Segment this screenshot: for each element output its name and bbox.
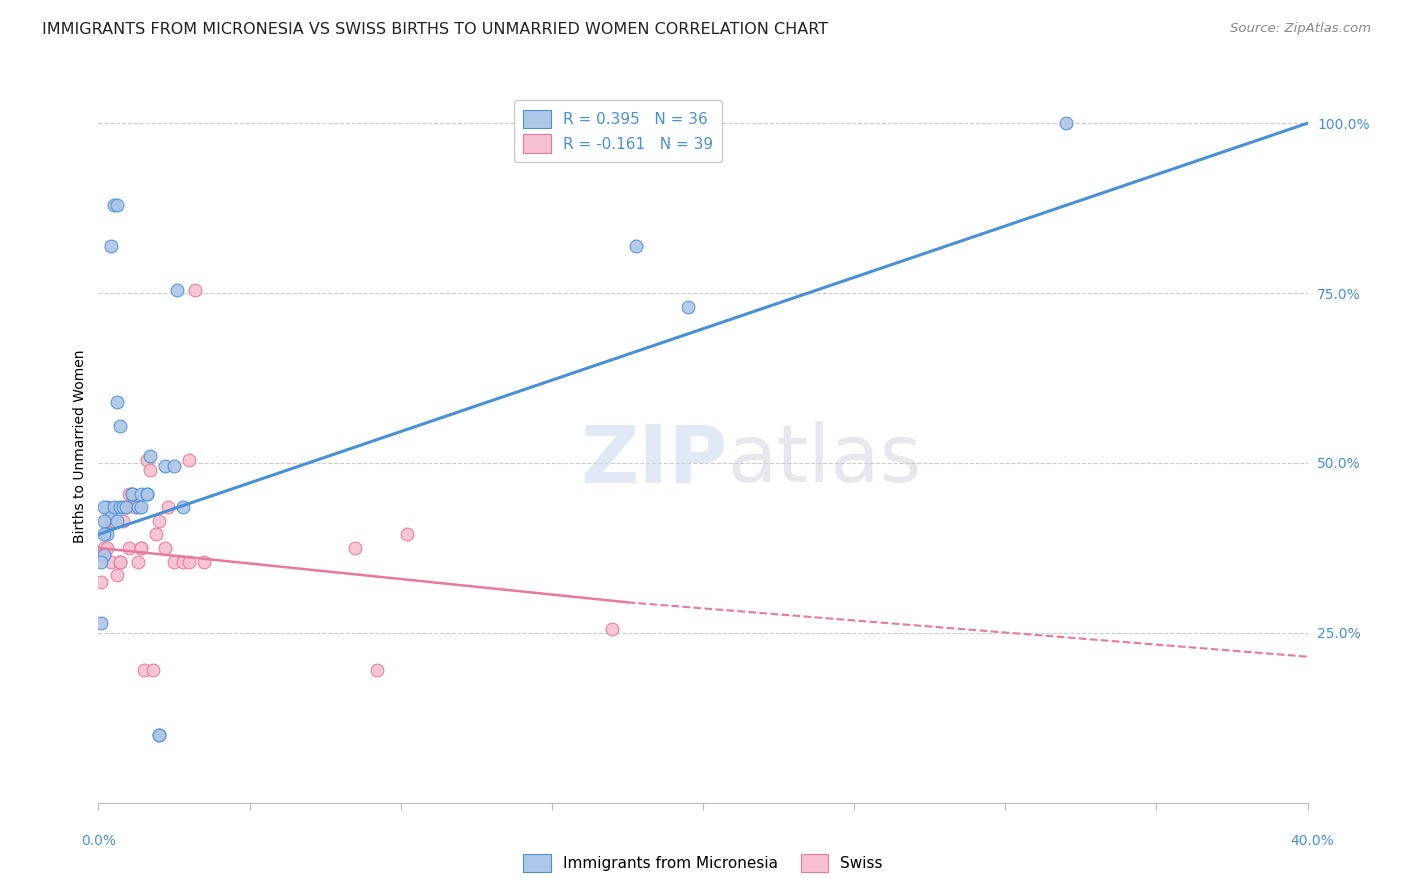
Point — [103, 500, 125, 515]
Point — [105, 514, 128, 528]
Point — [93, 500, 115, 515]
Point — [135, 486, 157, 500]
Point — [129, 541, 152, 555]
Point — [139, 463, 162, 477]
Point — [103, 198, 125, 212]
Point — [100, 555, 122, 569]
Point — [366, 663, 388, 677]
Point — [96, 514, 118, 528]
Text: 0.0%: 0.0% — [82, 834, 115, 848]
Point — [148, 728, 170, 742]
Point — [135, 486, 157, 500]
Text: Source: ZipAtlas.com: Source: ZipAtlas.com — [1230, 22, 1371, 36]
Point — [93, 527, 115, 541]
Point — [114, 500, 136, 515]
Point — [148, 514, 170, 528]
Point — [1054, 116, 1077, 130]
Point — [153, 541, 176, 555]
Point — [121, 486, 143, 500]
Point — [179, 555, 201, 569]
Point — [90, 574, 112, 589]
Point — [163, 459, 186, 474]
Point — [172, 500, 194, 515]
Point — [96, 500, 118, 515]
Point — [105, 568, 128, 582]
Point — [103, 514, 125, 528]
Point — [108, 418, 131, 433]
Text: IMMIGRANTS FROM MICRONESIA VS SWISS BIRTHS TO UNMARRIED WOMEN CORRELATION CHART: IMMIGRANTS FROM MICRONESIA VS SWISS BIRT… — [42, 22, 828, 37]
Point — [108, 555, 131, 569]
Point — [166, 283, 188, 297]
Point — [127, 555, 149, 569]
Point — [100, 510, 122, 524]
Point — [93, 514, 115, 528]
Legend: Immigrants from Micronesia, Swiss: Immigrants from Micronesia, Swiss — [516, 846, 890, 880]
Point — [395, 527, 418, 541]
Point — [90, 555, 112, 569]
Legend: R = 0.395   N = 36, R = -0.161   N = 39: R = 0.395 N = 36, R = -0.161 N = 39 — [515, 101, 723, 162]
Point — [100, 238, 122, 252]
Point — [129, 486, 152, 500]
Point — [108, 500, 131, 515]
Point — [129, 541, 152, 555]
Point — [100, 514, 122, 528]
Point — [135, 452, 157, 467]
Point — [121, 486, 143, 500]
Point — [142, 663, 165, 677]
Point — [111, 514, 134, 528]
Point — [114, 500, 136, 515]
Point — [96, 527, 118, 541]
Point — [184, 283, 207, 297]
Point — [129, 500, 152, 515]
Point — [156, 500, 179, 515]
Y-axis label: Births to Unmarried Women: Births to Unmarried Women — [73, 350, 87, 542]
Point — [108, 555, 131, 569]
Point — [118, 486, 141, 500]
Point — [676, 300, 699, 314]
Point — [90, 615, 112, 630]
Point — [132, 663, 155, 677]
Point — [127, 500, 149, 515]
Point — [179, 452, 201, 467]
Point — [121, 486, 143, 500]
Point — [90, 548, 112, 562]
Point — [93, 548, 115, 562]
Point — [344, 541, 367, 555]
Point — [193, 555, 215, 569]
Point — [163, 555, 186, 569]
Point — [153, 459, 176, 474]
Point — [96, 541, 118, 555]
Point — [139, 449, 162, 463]
Point — [111, 500, 134, 515]
Point — [93, 541, 115, 555]
Point — [172, 555, 194, 569]
Text: ZIP: ZIP — [579, 421, 727, 500]
Text: 40.0%: 40.0% — [1289, 834, 1334, 848]
Text: atlas: atlas — [727, 421, 921, 500]
Point — [105, 394, 128, 409]
Point — [145, 527, 167, 541]
Point — [118, 541, 141, 555]
Point — [93, 548, 115, 562]
Point — [602, 623, 624, 637]
Point — [626, 238, 648, 252]
Point — [105, 198, 128, 212]
Point — [124, 500, 146, 515]
Point — [148, 728, 170, 742]
